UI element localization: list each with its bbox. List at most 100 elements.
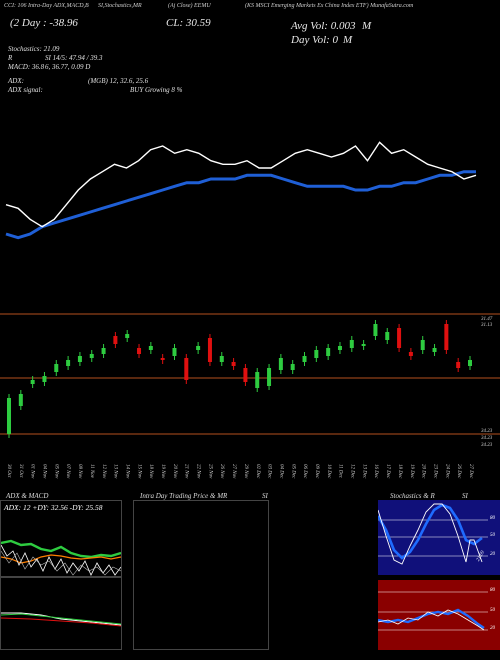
- candle-body: [66, 360, 71, 366]
- date-label: 02 Dec: [255, 464, 260, 479]
- header-item: (Aj Close) EEMU: [168, 3, 211, 9]
- day-volume: Day Vol: 0: [291, 34, 339, 46]
- stochastics-panel: 80 50 20 21.09: [378, 500, 500, 575]
- candle-body: [77, 356, 82, 362]
- candle-body: [137, 348, 142, 354]
- header-item: (KS MSCI Emerging Markets Ex China Index…: [245, 3, 414, 9]
- candle-body: [148, 346, 153, 350]
- ema-line: [5, 170, 476, 240]
- candle-body: [278, 358, 283, 370]
- candle-body: [349, 340, 354, 348]
- date-label: 23 Dec: [432, 464, 437, 479]
- stoch-axis-label: 50: [490, 533, 495, 538]
- price-axis-bottom: 34.23: [481, 436, 493, 441]
- candle-body: [89, 354, 94, 358]
- minus-di-line: [1, 554, 121, 564]
- date-label: 22 Nov: [196, 464, 201, 479]
- adx-panel-values: ADX: 12 +DY: 32.56 -DY: 25.58: [4, 503, 103, 512]
- date-label: 06 Dec: [302, 464, 307, 479]
- date-label: 21 Nov: [184, 464, 189, 479]
- date-label: 24 Dec: [444, 464, 449, 479]
- rsi-line: [378, 608, 485, 629]
- candle-body: [243, 368, 248, 382]
- candle-body: [373, 324, 378, 336]
- rsi-chart: [378, 591, 488, 631]
- date-label: 05 Nov: [53, 464, 58, 479]
- adx-signal-value: BUY Growing 8 %: [130, 86, 183, 94]
- stoch-d-line: [378, 503, 483, 560]
- stochastics-readout: Stochastics: 21.09: [8, 45, 60, 53]
- candle-body: [7, 398, 11, 434]
- date-label: 13 Dec: [361, 464, 366, 479]
- date-label: 31 Oct: [18, 464, 23, 478]
- date-label: 13 Nov: [113, 464, 118, 479]
- adx-line: [1, 544, 121, 576]
- date-label: 11 Dec: [338, 464, 343, 479]
- rsi-panel: 80 50 20: [378, 580, 500, 650]
- stochastics-chart: [378, 503, 488, 565]
- date-label: 08 Nov: [77, 464, 82, 479]
- date-label: 19 Nov: [160, 464, 165, 479]
- candle-body: [385, 332, 390, 340]
- candle-body: [408, 352, 413, 356]
- adx-values: (MGB) 12, 32.6, 25.6: [88, 77, 149, 85]
- si-readout: SI 14/5: 47.94 / 39.3: [45, 54, 103, 62]
- candle-body: [196, 346, 201, 350]
- date-label: 18 Dec: [397, 464, 402, 479]
- candle-body: [290, 364, 295, 370]
- date-label: 15 Nov: [136, 464, 141, 479]
- candle-body: [160, 358, 165, 360]
- date-label: 27 Dec: [468, 464, 473, 479]
- rsi-axis-label: 20: [490, 626, 495, 631]
- stoch-axis-label: 80: [490, 516, 495, 521]
- date-label: 18 Nov: [148, 464, 153, 479]
- adx-signal-label: ADX signal:: [8, 86, 43, 94]
- macd-line: [1, 612, 121, 626]
- candle-body: [444, 324, 449, 350]
- date-label: 19 Dec: [409, 464, 414, 479]
- date-label: 12 Dec: [350, 464, 355, 479]
- date-label: 05 Dec: [290, 464, 295, 479]
- candle-body: [125, 334, 130, 338]
- candle-body: [54, 364, 59, 372]
- date-label: 10 Dec: [326, 464, 331, 479]
- r-label: R: [8, 54, 13, 62]
- candle-body: [432, 348, 437, 352]
- price-axis-bottom: 34.23: [481, 443, 493, 448]
- stoch-panel-title: Stochastics & R: [390, 492, 435, 500]
- candle-body: [18, 394, 23, 406]
- date-label: 17 Dec: [385, 464, 390, 479]
- intraday-panel: [133, 500, 269, 650]
- date-label: 12 Nov: [101, 464, 106, 479]
- candle-body: [42, 376, 47, 382]
- candle-body: [231, 362, 236, 366]
- stoch-k-line: [378, 503, 483, 565]
- date-label: 27 Nov: [231, 464, 236, 479]
- date-label: 16 Dec: [373, 464, 378, 479]
- price-line: [5, 141, 477, 228]
- adx-label: ADX:: [8, 77, 24, 85]
- candle-body: [101, 348, 106, 354]
- intraday-panel-title: Intra Day Trading Price & MR: [140, 492, 228, 500]
- macd-readout: MACD: 36.8: [8, 63, 45, 71]
- day-change: (2 Day : -38.96: [10, 17, 78, 29]
- date-label: 03 Dec: [267, 464, 272, 479]
- date-label: 20 Nov: [172, 464, 177, 479]
- date-label: 29 Nov: [243, 464, 248, 479]
- date-axis: 30 Oct 31 Oct 01 Nov 04 Nov 05 Nov 07 Nov 08 N…: [6, 464, 473, 479]
- price-axis-top: 31.13: [481, 323, 493, 328]
- date-label: 26 Dec: [456, 464, 461, 479]
- date-label: 11 Nov: [89, 464, 94, 479]
- candle-body: [30, 380, 35, 384]
- candle-body: [337, 346, 342, 350]
- candle-body: [314, 350, 319, 358]
- candles: [7, 320, 472, 438]
- header-item: CCI: 106 Intra-Day ADX,MACD,B: [4, 3, 89, 9]
- candle-body: [219, 356, 224, 362]
- date-label: 14 Nov: [124, 464, 129, 479]
- date-label: 01 Nov: [30, 464, 35, 479]
- candle-body: [420, 340, 425, 350]
- candle-body: [255, 372, 260, 388]
- candle-body: [184, 358, 189, 380]
- adx-panel-title: ADX & MACD: [6, 492, 49, 500]
